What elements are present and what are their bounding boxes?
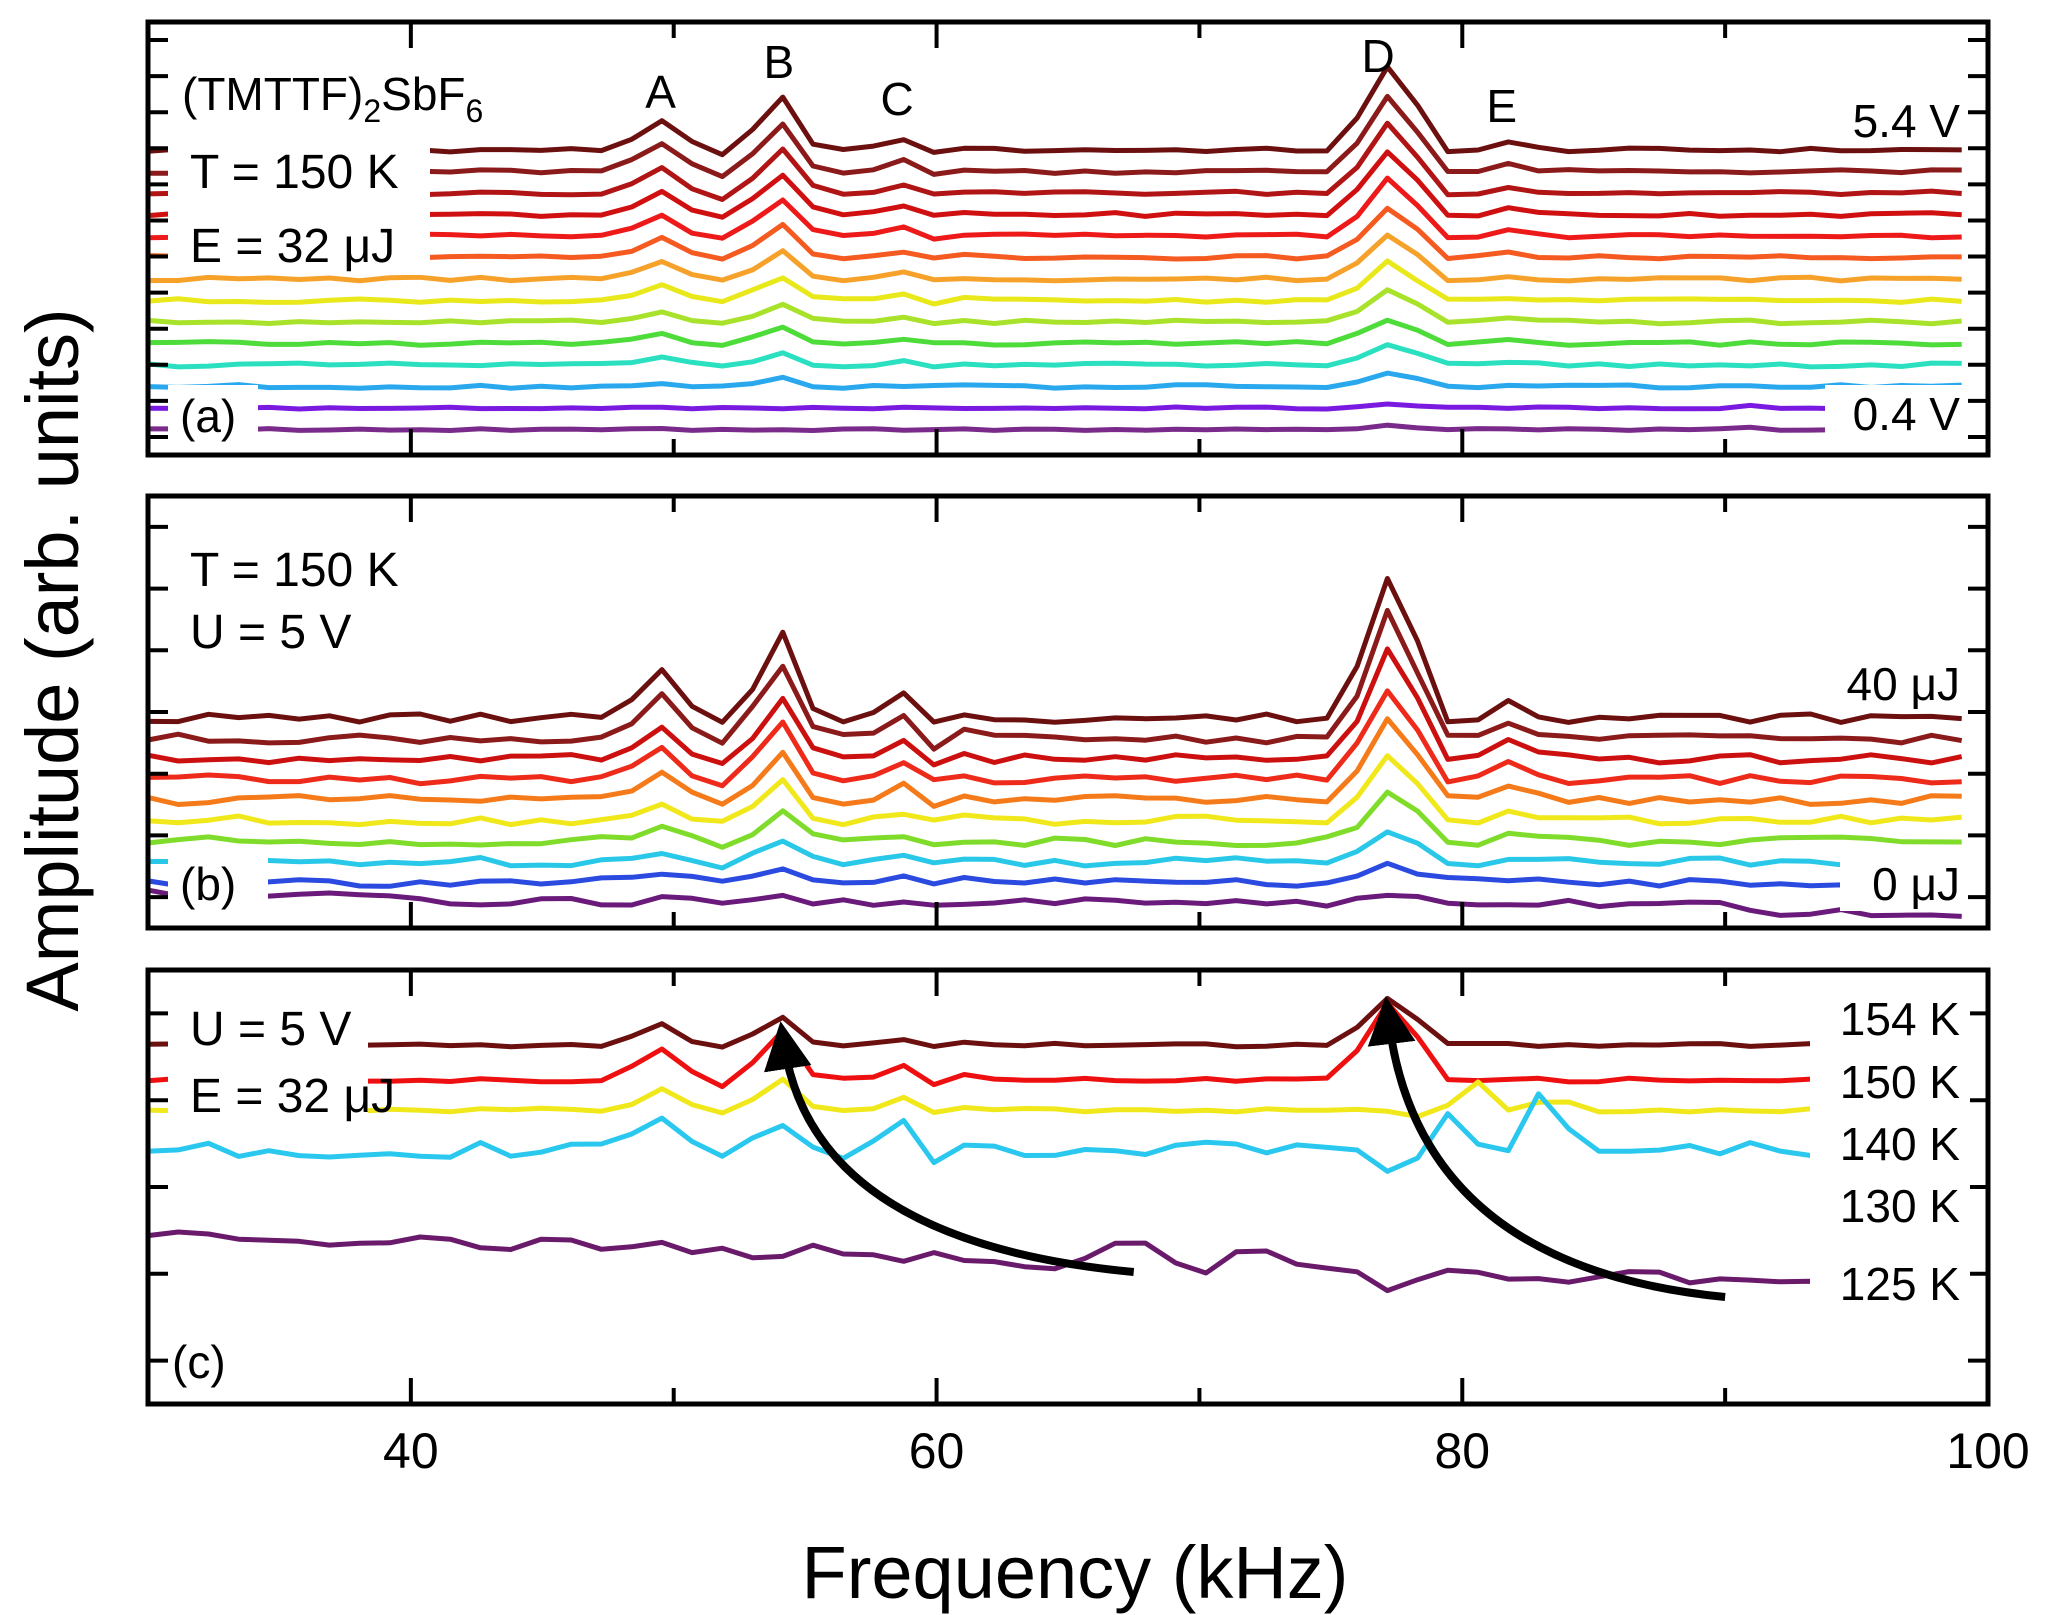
panel-a-label-bg (1825, 385, 1965, 445)
peak-label-b: B (764, 36, 795, 88)
panel-b-series-line (147, 646, 1963, 768)
peak-label-a: A (645, 66, 676, 118)
panel-c-voltage-label: U = 5 V (190, 1003, 351, 1056)
panel-c-series-label: 140 K (1840, 1118, 1961, 1170)
panel-a-series-line (148, 232, 1962, 284)
shift-arrow (764, 1021, 1135, 1276)
panel-b-series-line (147, 607, 1963, 752)
panel-a-series-line (147, 401, 1962, 412)
panel-a-label-bg (168, 385, 258, 445)
x-tick-label: 60 (909, 1423, 965, 1479)
panel-a-compound-label: (TMTTF)2SbF6 (182, 68, 483, 129)
panel-a-series-line (147, 342, 1962, 370)
peak-label-d: D (1362, 30, 1395, 82)
panel-a-series-line (147, 258, 1962, 307)
panel-a-series-line (147, 64, 1962, 158)
panel-b-series-line (147, 753, 1962, 828)
panel-c-series-label: 125 K (1840, 1258, 1961, 1310)
panel-c-energy-label: E = 32 μJ (190, 1070, 395, 1123)
panel-b: T = 150 K U = 5 V (b) 40 μJ 0 μJ (145, 493, 1991, 931)
panel-a-series-line (148, 422, 1962, 434)
y-axis-label: Amplitude (arb. units) (11, 308, 94, 1011)
panel-a-series-bottom-label: 0.4 V (1853, 388, 1961, 440)
panel-c-series-line (147, 1229, 1963, 1294)
panel-a-temperature-label: T = 150 K (190, 146, 399, 199)
panel-b-series-bottom-label: 0 μJ (1872, 858, 1960, 910)
panel-a-energy-label: E = 32 μJ (190, 220, 395, 273)
x-tick-labels: 40 60 80 100 (383, 1423, 2030, 1479)
panel-a-series-line (147, 287, 1962, 327)
panel-c-series-label: 150 K (1840, 1056, 1961, 1108)
panel-b-label-bg (1840, 855, 1965, 911)
panel-b-label-bg (168, 850, 268, 910)
x-tick-label: 40 (383, 1423, 439, 1479)
panel-a-label-bg (1825, 92, 1965, 144)
panel-b-panel-label: (b) (180, 858, 236, 910)
panel-b-temperature-label: T = 150 K (190, 544, 399, 597)
panel-c-series-line (147, 1091, 1962, 1174)
panel-c-series-line (147, 995, 1962, 1050)
panel-a-series-line (147, 317, 1962, 348)
panel-b-series-line (147, 688, 1962, 789)
panel-a: (TMTTF)2SbF6 T = 150 K E = 32 μJ (a) 5.4 V 0.… (145, 19, 1991, 458)
panel-a-series-top-label: 5.4 V (1853, 95, 1961, 147)
panel-a-frame (145, 19, 1991, 458)
panel-a-series-line (147, 149, 1962, 220)
x-tick-label: 100 (1946, 1423, 2029, 1479)
x-tick-label: 80 (1434, 1423, 1490, 1479)
panel-a-series-line (147, 175, 1962, 242)
peak-label-e: E (1486, 80, 1517, 132)
panel-b-series-line (148, 829, 1962, 871)
panel-b-series-line (147, 576, 1962, 725)
panel-a-series-line (147, 370, 1962, 391)
panel-c-series-label: 130 K (1840, 1180, 1961, 1232)
panel-b-series-line (147, 887, 1962, 919)
panel-c: U = 5 V E = 32 μJ (c) 154 K 150 K 140 K 130 K 1… (145, 967, 1991, 1407)
panel-c-label-bg (168, 1005, 368, 1125)
panel-c-series-line (147, 1000, 1962, 1090)
panel-b-series-top-label: 40 μJ (1847, 658, 1960, 710)
peak-label-c: C (881, 73, 914, 125)
panel-a-series-line (147, 93, 1962, 180)
panel-b-voltage-label: U = 5 V (190, 606, 351, 659)
panel-b-series-line (147, 860, 1962, 889)
panel-b-series-line (147, 716, 1962, 809)
panel-b-series-line (147, 789, 1962, 850)
panel-a-series-line (147, 120, 1962, 202)
panel-c-frame (145, 967, 1991, 1407)
panel-a-label-bg (168, 135, 430, 275)
x-axis-label: Frequency (kHz) (802, 1531, 1349, 1614)
panel-a-panel-label: (a) (180, 390, 236, 442)
panel-c-label-bg (1810, 995, 1970, 1305)
panel-c-series-line (147, 1076, 1962, 1120)
panel-c-panel-label: (c) (172, 1336, 226, 1388)
shift-arrow (1367, 996, 1726, 1301)
panel-c-series-label: 154 K (1840, 993, 1961, 1045)
panel-a-series-line (147, 205, 1962, 262)
